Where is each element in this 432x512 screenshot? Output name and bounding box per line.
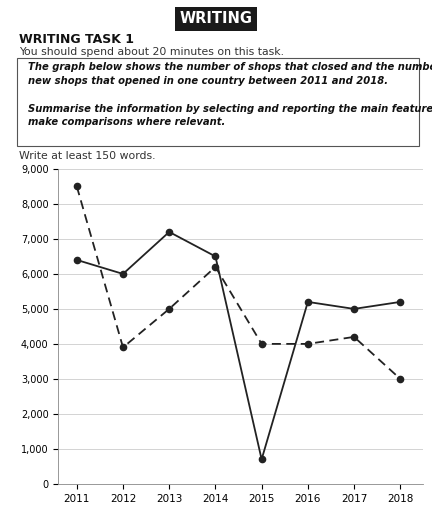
Text: Summarise the information by selecting and reporting the main features, and
make: Summarise the information by selecting a… (28, 104, 432, 127)
Title: Number of shop closures and openings 2011–2018: Number of shop closures and openings 201… (74, 106, 408, 119)
Text: You should spend about 20 minutes on this task.: You should spend about 20 minutes on thi… (19, 47, 284, 57)
Legend: Closures, Openings: Closures, Openings (146, 132, 336, 151)
Text: Write at least 150 words.: Write at least 150 words. (19, 151, 156, 161)
Text: The graph below shows the number of shops that closed and the number of
new shop: The graph below shows the number of shop… (28, 62, 432, 86)
Text: WRITING: WRITING (180, 11, 252, 26)
Text: WRITING TASK 1: WRITING TASK 1 (19, 33, 134, 46)
